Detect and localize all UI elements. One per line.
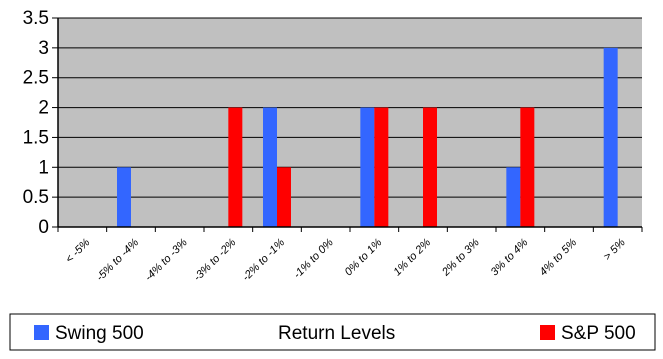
legend-swatch-swing-500: [34, 325, 49, 340]
plot-area: [58, 18, 642, 227]
gridlines: [52, 17, 642, 228]
x-tick-label: 0% to 1%: [343, 236, 385, 278]
x-tick-label: -4% to -3%: [143, 236, 190, 283]
axes: [57, 18, 643, 232]
bar-swing-500: [117, 167, 131, 227]
bar-swing-500: [506, 167, 521, 227]
bar-swing-500: [603, 47, 618, 227]
x-tick-label: > 5%: [601, 236, 628, 263]
y-tick-label: 0.5: [23, 187, 49, 208]
x-tick-label: -5% to -4%: [94, 236, 141, 283]
y-tick-label: 2.5: [23, 68, 49, 89]
bars: [117, 47, 618, 227]
x-tick-label: -1% to 0%: [291, 236, 336, 281]
bar-swing-500: [360, 107, 375, 227]
y-tick-label: 1.5: [23, 127, 49, 148]
x-tick-label: -2% to -1%: [240, 236, 287, 283]
y-tick-labels: 0 0.5 1 1.5 2 2.5 3 3.5: [23, 8, 49, 238]
y-tick-label: 1: [38, 157, 49, 178]
bar-sp-500: [228, 107, 243, 227]
x-axis-title: Return Levels: [278, 323, 395, 344]
y-tick-label: 2: [38, 98, 49, 119]
legend-label-sp-500: S&P 500: [561, 323, 636, 344]
bar-sp-500: [423, 107, 437, 227]
y-tick-label: 0: [38, 217, 49, 238]
bar-sp-500: [277, 167, 291, 227]
bar-swing-500: [263, 107, 277, 227]
legend-label-swing-500: Swing 500: [55, 323, 144, 344]
y-tick-label: 3.5: [23, 8, 49, 29]
x-tick-label: 3% to 4%: [489, 236, 531, 278]
x-tick-label: -3% to -2%: [191, 236, 238, 283]
x-tick-labels: < -5% -5% to -4% -4% to -3% -3% to -2% -2% t…: [63, 236, 628, 283]
y-tick-label: 3: [38, 38, 49, 59]
x-tick-label: 2% to 3%: [439, 236, 482, 279]
x-tick-label: 1% to 2%: [391, 236, 433, 278]
bar-sp-500: [374, 107, 389, 227]
legend-swatch-sp-500: [540, 325, 555, 340]
x-tick-label: 4% to 5%: [537, 236, 579, 278]
x-tick-label: < -5%: [63, 236, 92, 265]
bar-sp-500: [520, 107, 535, 227]
